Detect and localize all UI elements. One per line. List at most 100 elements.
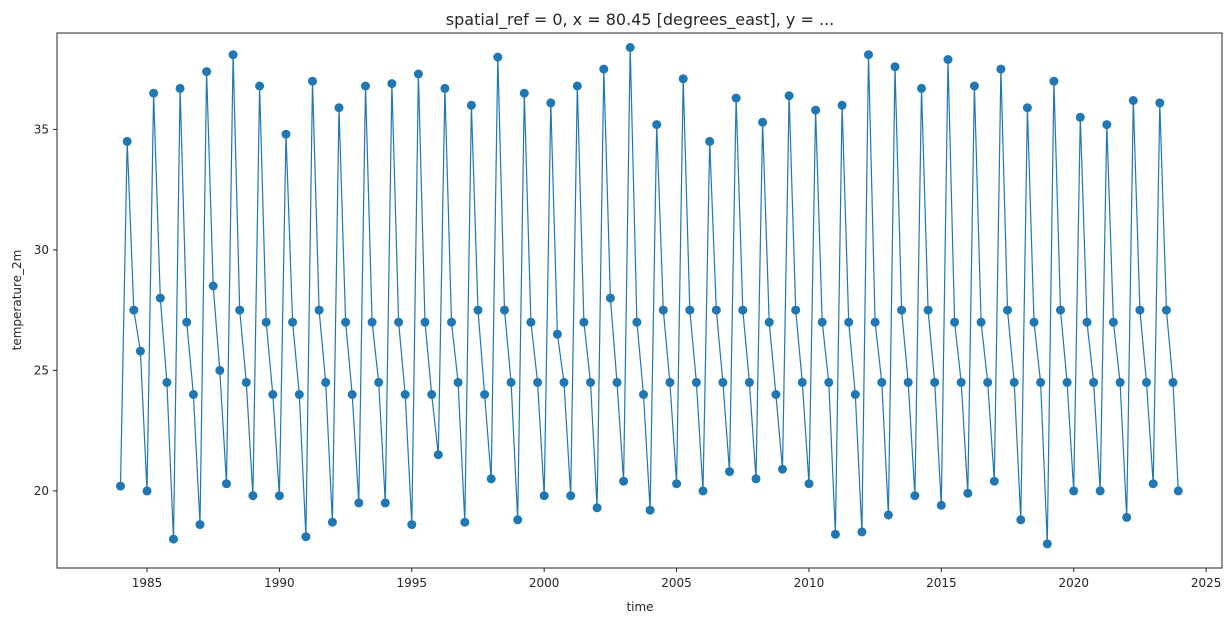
data-point bbox=[1168, 377, 1178, 387]
data-point bbox=[552, 329, 562, 339]
data-point bbox=[480, 390, 490, 399]
x-tick-label: 1995 bbox=[397, 576, 428, 590]
data-point bbox=[188, 390, 198, 399]
data-point bbox=[658, 305, 668, 315]
data-point bbox=[526, 317, 536, 327]
data-point bbox=[500, 305, 509, 315]
data-point bbox=[586, 377, 595, 387]
data-point bbox=[791, 305, 801, 315]
data-point bbox=[698, 486, 708, 496]
data-point bbox=[155, 293, 165, 303]
y-tick-label: 35 bbox=[34, 122, 49, 136]
data-point bbox=[182, 317, 192, 327]
data-point bbox=[572, 81, 582, 91]
data-point bbox=[771, 390, 781, 399]
data-point bbox=[288, 317, 298, 327]
x-tick-label: 2020 bbox=[1058, 576, 1089, 590]
data-point bbox=[533, 377, 543, 387]
data-point bbox=[1108, 317, 1118, 327]
data-point bbox=[394, 317, 404, 327]
data-point bbox=[837, 100, 847, 110]
data-point bbox=[989, 476, 999, 486]
data-point bbox=[175, 83, 185, 93]
data-point bbox=[1115, 377, 1125, 387]
data-point bbox=[308, 76, 317, 86]
data-point bbox=[519, 88, 529, 98]
data-point bbox=[142, 486, 152, 496]
data-point bbox=[440, 83, 450, 93]
data-point bbox=[1003, 305, 1012, 315]
y-tick-label: 25 bbox=[34, 363, 49, 377]
data-point bbox=[897, 305, 907, 315]
data-point bbox=[116, 481, 125, 491]
data-point bbox=[400, 390, 410, 399]
data-point bbox=[274, 491, 284, 501]
data-point bbox=[261, 317, 271, 327]
data-point bbox=[963, 488, 973, 498]
data-point bbox=[797, 377, 807, 387]
data-point bbox=[1082, 317, 1092, 327]
data-point bbox=[778, 464, 787, 474]
data-point bbox=[943, 55, 953, 64]
data-point bbox=[1042, 539, 1052, 549]
x-tick-label: 2000 bbox=[529, 576, 560, 590]
data-point bbox=[844, 317, 854, 327]
data-point bbox=[1148, 479, 1158, 489]
axes: 1985 1990 1995 2000 2005 2010 2015 2020 20252025… bbox=[34, 122, 1222, 590]
data-point bbox=[248, 491, 258, 501]
data-point bbox=[579, 317, 589, 327]
plot-area bbox=[116, 43, 1183, 549]
data-point bbox=[241, 377, 251, 387]
data-point bbox=[347, 390, 357, 399]
data-point bbox=[625, 43, 635, 52]
data-point bbox=[910, 491, 920, 501]
data-point bbox=[612, 377, 622, 387]
data-point bbox=[453, 377, 463, 387]
data-point bbox=[294, 390, 304, 399]
data-point bbox=[936, 500, 946, 510]
data-point bbox=[334, 103, 344, 113]
data-point bbox=[314, 305, 324, 315]
data-point bbox=[235, 305, 245, 315]
data-point bbox=[413, 69, 423, 79]
axes-frame bbox=[56, 32, 1223, 569]
data-point bbox=[738, 305, 748, 315]
data-point bbox=[691, 377, 701, 387]
data-point bbox=[857, 527, 867, 537]
data-point bbox=[367, 317, 377, 327]
data-point bbox=[433, 450, 443, 460]
data-point bbox=[969, 81, 979, 91]
data-point bbox=[1142, 377, 1151, 387]
data-point bbox=[1022, 103, 1032, 113]
y-tick-label: 20 bbox=[34, 484, 49, 498]
data-point bbox=[473, 305, 483, 315]
data-point bbox=[208, 281, 218, 291]
data-point bbox=[361, 81, 370, 91]
data-point bbox=[817, 317, 827, 327]
data-point bbox=[341, 317, 351, 327]
data-point bbox=[420, 317, 430, 327]
data-point bbox=[917, 83, 926, 93]
data-point bbox=[665, 377, 675, 387]
data-point bbox=[1049, 76, 1059, 86]
data-point bbox=[1102, 120, 1112, 130]
data-point bbox=[605, 293, 615, 303]
data-point bbox=[976, 317, 986, 327]
data-point bbox=[506, 377, 516, 387]
data-point bbox=[380, 498, 390, 508]
data-point bbox=[685, 305, 695, 315]
data-point bbox=[731, 93, 741, 103]
data-point bbox=[228, 50, 238, 60]
x-tick-label: 1990 bbox=[264, 576, 295, 590]
x-tick-label: 2010 bbox=[794, 576, 825, 590]
data-point bbox=[493, 52, 503, 62]
data-point bbox=[407, 520, 417, 530]
data-point bbox=[559, 377, 569, 387]
data-point bbox=[546, 98, 556, 108]
data-point bbox=[1036, 377, 1046, 387]
data-point bbox=[645, 505, 655, 515]
data-point bbox=[1161, 305, 1171, 315]
data-point bbox=[149, 88, 159, 98]
data-point bbox=[619, 476, 629, 486]
